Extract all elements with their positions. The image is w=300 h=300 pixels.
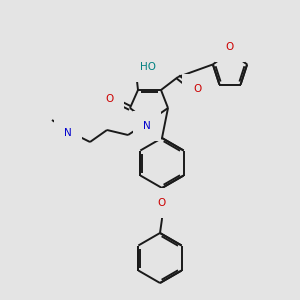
Text: N: N xyxy=(64,128,72,138)
Text: O: O xyxy=(158,198,166,208)
Text: N: N xyxy=(143,121,151,131)
Text: HO: HO xyxy=(140,62,156,72)
Text: O: O xyxy=(105,94,113,104)
Text: O: O xyxy=(193,84,201,94)
Text: O: O xyxy=(226,42,234,52)
